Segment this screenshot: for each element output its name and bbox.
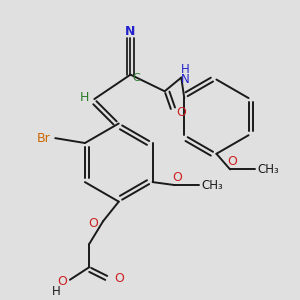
Text: O: O [172, 171, 182, 184]
Text: O: O [57, 275, 67, 288]
Text: Br: Br [37, 132, 50, 145]
Text: CH₃: CH₃ [202, 178, 224, 191]
Text: O: O [114, 272, 124, 285]
Text: CH₃: CH₃ [257, 163, 279, 176]
Text: C: C [133, 73, 140, 82]
Text: H: H [181, 63, 190, 76]
Text: N: N [125, 25, 136, 38]
Text: H: H [52, 285, 61, 298]
Text: H: H [80, 91, 89, 103]
Text: N: N [181, 73, 190, 86]
Text: O: O [176, 106, 186, 119]
Text: O: O [227, 155, 237, 168]
Text: O: O [88, 217, 98, 230]
